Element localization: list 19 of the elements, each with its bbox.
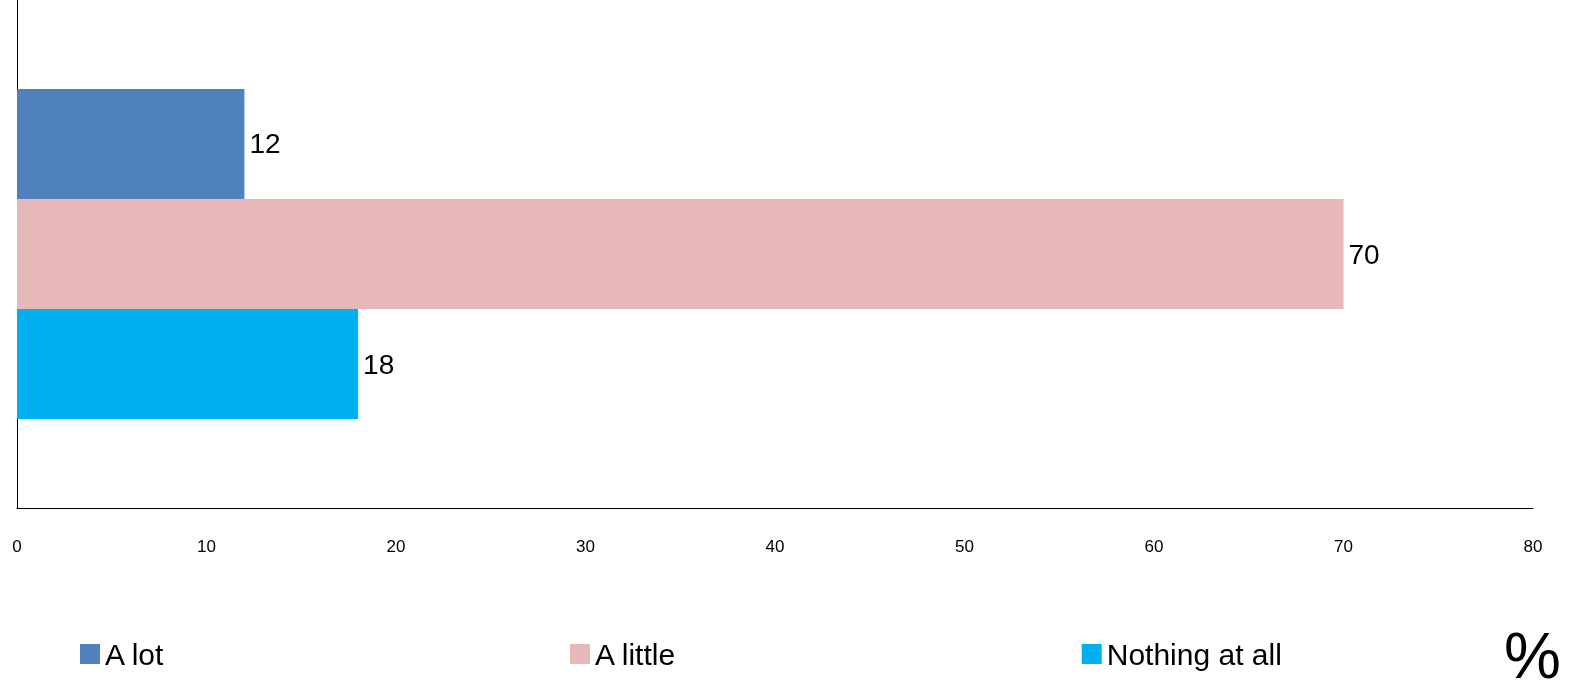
x-tick-label: 0 (12, 537, 22, 556)
x-tick-label: 10 (197, 537, 216, 556)
x-tick-label: 30 (576, 537, 595, 556)
x-tick-label: 80 (1523, 537, 1543, 556)
x-tick-label: 40 (765, 537, 785, 556)
data-label: 70 (1348, 238, 1380, 270)
x-tick-label: 70 (1334, 537, 1353, 556)
x-tick-label: 50 (955, 537, 974, 556)
x-tick-label: 60 (1144, 537, 1164, 556)
bar (17, 88, 245, 199)
legend-label: A lot (105, 637, 165, 671)
bar (17, 198, 1344, 310)
bar (17, 309, 359, 420)
data-label: 18 (363, 348, 395, 380)
x-axis-title: % (1504, 620, 1561, 692)
legend-label: Nothing at all (1106, 637, 1282, 671)
data-label: 12 (249, 128, 281, 160)
x-tick-label: 20 (386, 537, 406, 556)
legend-label: A little (595, 637, 676, 671)
